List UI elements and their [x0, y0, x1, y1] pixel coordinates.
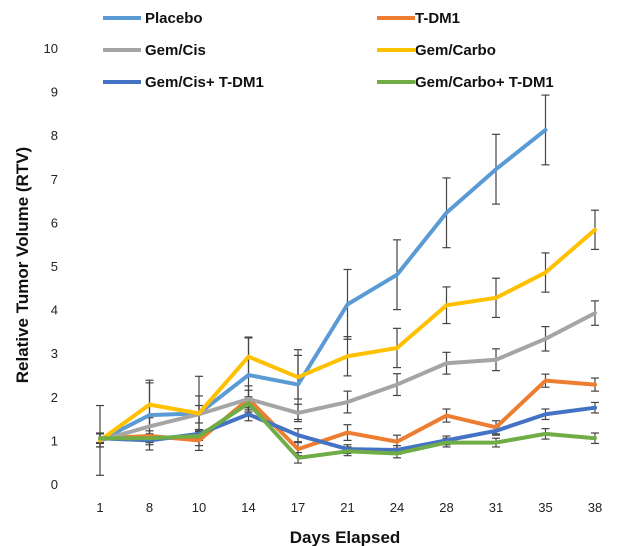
y-tick-label: 8	[51, 128, 58, 143]
series-lines	[98, 127, 597, 460]
y-tick-label: 3	[51, 346, 58, 361]
legend-label: Gem/Carbo+ T-DM1	[415, 74, 554, 91]
x-tick-label: 31	[489, 500, 503, 515]
legend-label: T-DM1	[415, 10, 460, 27]
y-tick-label: 1	[51, 433, 58, 448]
y-tick-label: 5	[51, 259, 58, 274]
y-tick-label: 7	[51, 172, 58, 187]
x-tick-label: 8	[146, 500, 153, 515]
series-line-1	[98, 378, 597, 452]
x-tick-label: 28	[439, 500, 453, 515]
legend-label: Gem/Cis+ T-DM1	[145, 74, 264, 91]
series-line-3	[98, 227, 597, 443]
y-axis-ticks: 0 1 2 3 4 5 6 7 8 9 10	[44, 41, 58, 492]
legend-label: Gem/Cis	[145, 42, 206, 59]
x-tick-label: 35	[538, 500, 552, 515]
x-tick-label: 17	[291, 500, 305, 515]
x-tick-label: 24	[390, 500, 404, 515]
series-line-5	[98, 401, 597, 460]
y-tick-label: 0	[51, 477, 58, 492]
y-axis-title: Relative Tumor Volume (RTV)	[13, 147, 32, 383]
series-line-0	[98, 127, 548, 443]
x-tick-label: 1	[96, 500, 103, 515]
x-tick-label: 38	[588, 500, 602, 515]
y-tick-label: 2	[51, 390, 58, 405]
legend: Placebo T-DM1 Gem/Cis Gem/Carbo Gem/Cis+ T-D…	[103, 10, 554, 91]
y-tick-label: 10	[44, 41, 58, 56]
y-tick-label: 6	[51, 215, 58, 230]
y-tick-label: 4	[51, 303, 58, 318]
x-axis-title: Days Elapsed	[290, 528, 401, 546]
x-tick-label: 14	[241, 500, 255, 515]
legend-label: Gem/Carbo	[415, 42, 496, 59]
x-tick-label: 21	[340, 500, 354, 515]
series-line-2	[98, 311, 597, 443]
x-tick-label: 10	[192, 500, 206, 515]
legend-label: Placebo	[145, 10, 203, 27]
y-tick-label: 9	[51, 85, 58, 100]
x-axis-ticks: 1 8 10 14 17 21 24 28 31 35 38	[96, 500, 602, 515]
